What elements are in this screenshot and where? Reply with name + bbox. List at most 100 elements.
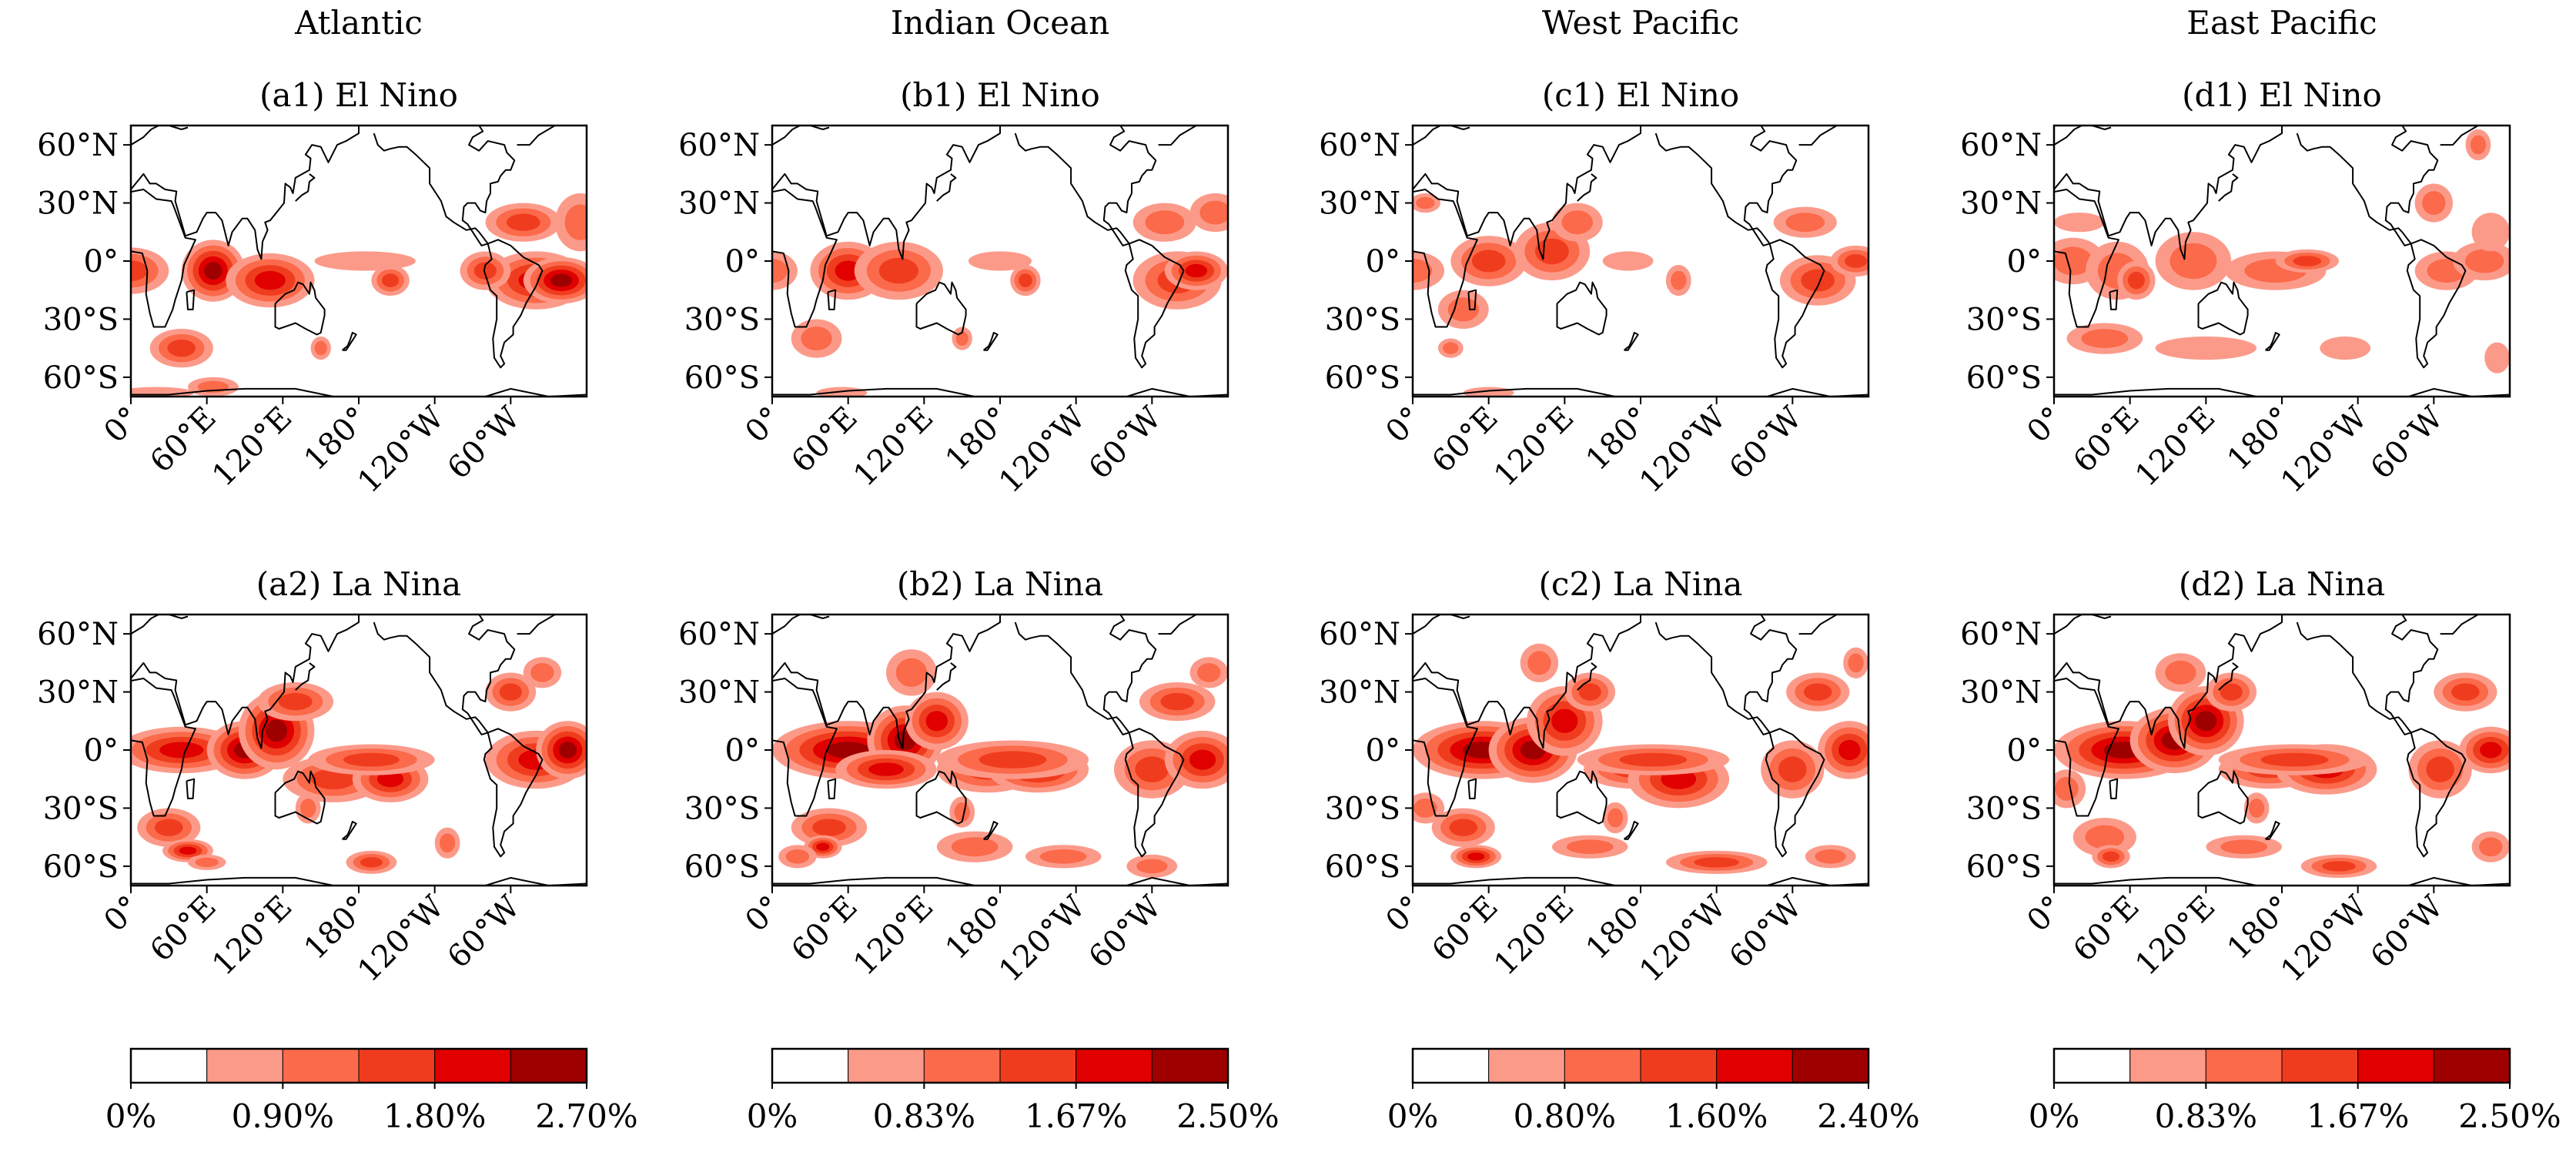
contour-level-4: [868, 762, 904, 776]
contour-level-3: [2451, 683, 2480, 701]
coastline-greenland: [2440, 126, 2479, 146]
lat-tick-label: 30°S: [684, 791, 760, 826]
contour-level-3: [1160, 692, 1195, 711]
panel-title-a1: (a1) El Nino: [259, 76, 458, 114]
lon-tick-label: 120°W: [2274, 889, 2374, 990]
lon-tick-label: 0°: [97, 400, 147, 450]
lat-tick-label: 60°S: [43, 849, 119, 885]
coastline-australia: [2197, 281, 2249, 336]
lat-tick-label: 0°: [2007, 733, 2042, 769]
coastline-eurasia: [772, 126, 1001, 260]
coastline-europeN: [131, 126, 189, 146]
colorbar-tick-label: 0.80%: [1514, 1097, 1616, 1135]
contour-level-2: [1785, 213, 1825, 233]
colorbar-segment-4: [1076, 1048, 1153, 1083]
contour-level-3: [1801, 269, 1835, 292]
lat-tick-label: 60°N: [37, 617, 119, 652]
colorbar-tick-label: 1.67%: [2307, 1097, 2409, 1135]
coastline-samerica: [2406, 728, 2467, 858]
panel-title-c1: (c1) El Nino: [1542, 76, 1739, 114]
lat-tick-label: 0°: [84, 733, 119, 769]
contour-level-2: [801, 327, 832, 351]
contour-level-2: [2220, 839, 2268, 854]
contour-level-1: [2484, 342, 2510, 373]
lat-tick-label: 0°: [1366, 733, 1400, 769]
coastline-europeN: [2054, 615, 2112, 635]
lon-tick-label: 120°E: [1487, 400, 1581, 494]
colorbar-segment-5: [2433, 1048, 2511, 1083]
contour-level-2: [1671, 270, 1687, 290]
lon-tick-label: 120°E: [1487, 889, 1581, 983]
map-panel-r1-c4: 60°N30°N0°30°S60°S0°60°E120°E180°120°W60…: [1960, 124, 2511, 500]
coastline-africa: [131, 678, 196, 817]
map-panel-r2-c2: 60°N30°N0°30°S60°S0°60°E120°E180°120°W60…: [678, 613, 1229, 990]
colorbar-tick-label: 1.60%: [1665, 1097, 1768, 1135]
panel-title-b2: (b2) La Nina: [897, 565, 1103, 603]
contour-level-3: [1845, 254, 1868, 268]
lon-tick-label: 60°W: [1082, 889, 1169, 976]
contour-level-2: [440, 833, 456, 853]
colorbar-segment-4: [1716, 1048, 1793, 1083]
colorbar-segment-0: [771, 1048, 849, 1083]
coastline-greenland: [1158, 126, 1197, 146]
panel-title-a2: (a2) La Nina: [256, 565, 461, 603]
coastlines: [2054, 615, 2510, 886]
colorbars: 0% 0.90% 1.80% 2.70% 0% 0.83% 1.67% 2.50% 0% 0.80…: [105, 1047, 2561, 1135]
contour-level-3: [382, 273, 400, 287]
coastline-eurasia: [2054, 126, 2283, 260]
colorbar-segment-3: [1640, 1048, 1718, 1083]
contour-level-1: [1602, 251, 1654, 271]
lon-tick-label: 120°W: [992, 889, 1092, 990]
contour-field: [131, 657, 587, 874]
colorbar-tick-label: 2.70%: [535, 1097, 637, 1135]
contour-level-1: [2054, 213, 2105, 233]
contour-field: [131, 193, 587, 397]
contour-level-3: [1803, 683, 1832, 701]
lon-tick-label: 120°E: [2129, 400, 2222, 494]
contour-level-2: [1561, 210, 1593, 235]
lon-tick-label: 60°W: [2364, 889, 2451, 976]
lat-tick-label: 30°S: [1966, 791, 2042, 826]
coastline-eurasia: [131, 615, 360, 749]
coastlines: [772, 126, 1228, 397]
contour-level-2: [785, 849, 810, 864]
colorbar-segment-1: [2129, 1048, 2206, 1083]
lat-tick-label: 60°S: [684, 360, 760, 396]
lat-tick-label: 30°N: [37, 186, 119, 222]
lon-tick-label: 60°W: [1723, 400, 1809, 487]
lon-tick-label: 120°E: [847, 400, 940, 494]
colorbar-segment-4: [2357, 1048, 2434, 1083]
colorbar-tick-label: 0%: [1387, 1097, 1439, 1135]
coastline-eurasia: [131, 126, 360, 260]
coastline-samerica: [1765, 728, 1825, 858]
coastline-africa: [772, 189, 838, 328]
coastline-samerica: [1124, 728, 1185, 858]
colorbar-tick-label: 2.40%: [1817, 1097, 1919, 1135]
contour-level-3: [2127, 271, 2145, 290]
coastline-greenland: [517, 615, 556, 635]
contour-field: [1413, 193, 1868, 397]
coastline-australia: [1556, 770, 1607, 825]
contour-level-2: [1136, 859, 1168, 874]
colorbar-segment-4: [434, 1048, 511, 1083]
coastlines: [131, 615, 587, 886]
coastline-greenland: [517, 126, 556, 146]
contour-level-4: [1838, 739, 1861, 761]
contour-level-2: [300, 799, 316, 818]
contour-level-3: [167, 339, 196, 357]
contour-level-3: [499, 683, 522, 701]
coastline-madagascar: [2109, 289, 2119, 310]
lon-tick-label: 60°W: [2364, 400, 2451, 487]
coastline-samerica: [1124, 239, 1185, 369]
contour-level-2: [895, 658, 928, 687]
lat-tick-label: 0°: [725, 733, 760, 769]
colorbar-frame: [129, 1047, 588, 1084]
lon-tick-label: 120°W: [1633, 400, 1733, 501]
map-panel-r1-c2: 60°N30°N0°30°S60°S0°60°E120°E180°120°W60…: [678, 124, 1229, 500]
map-panel-r2-c3: 60°N30°N0°30°S60°S0°60°E120°E180°120°W60…: [1319, 613, 1870, 989]
colorbar-tick-label: 2.50%: [1176, 1097, 1279, 1135]
contour-level-2: [2422, 191, 2446, 216]
coastline-newzealand: [341, 332, 357, 351]
colorbar-segment-0: [2053, 1048, 2131, 1083]
lat-tick-label: 30°N: [1319, 675, 1400, 711]
